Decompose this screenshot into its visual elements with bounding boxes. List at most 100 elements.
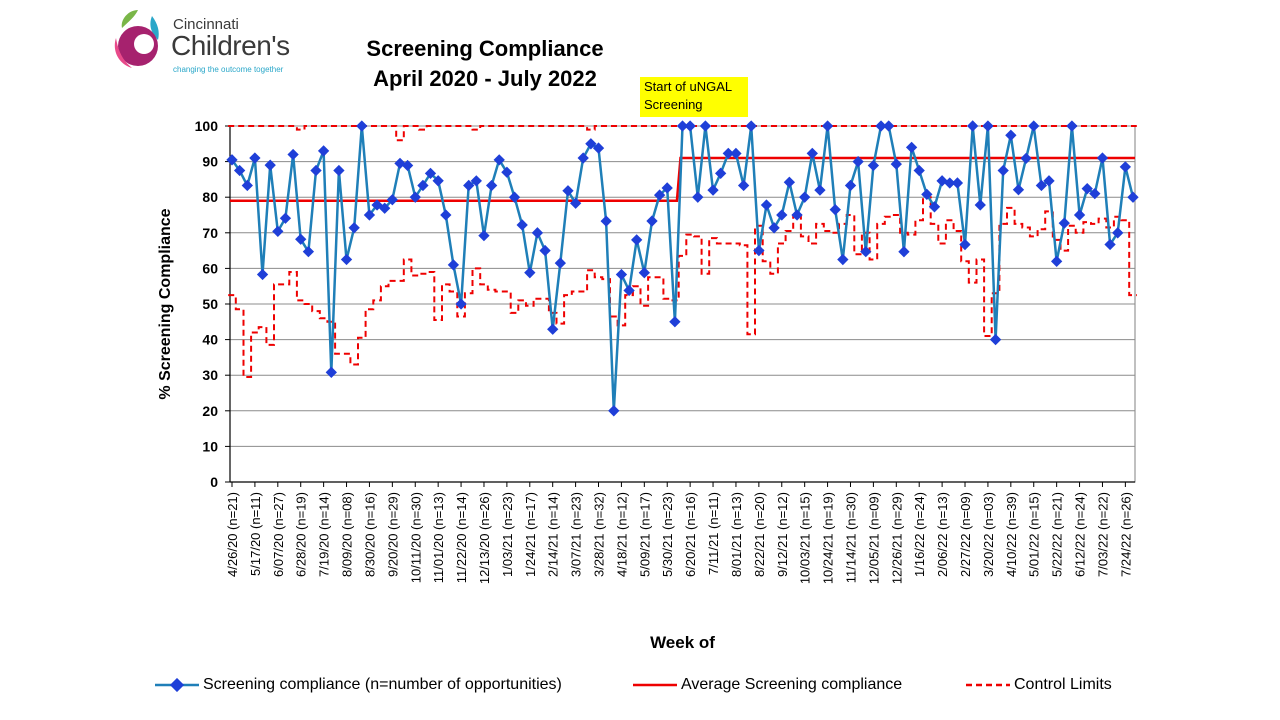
compliance-point bbox=[707, 184, 719, 196]
x-tick-label: 5/09/21 (n=17) bbox=[637, 492, 652, 577]
compliance-point bbox=[913, 164, 925, 177]
x-tick-label: 6/28/20 (n=19) bbox=[294, 492, 309, 577]
x-tick-label: 8/09/20 (n=08) bbox=[340, 492, 355, 577]
x-tick-label: 3/07/21 (n=23) bbox=[569, 492, 584, 577]
compliance-point bbox=[524, 267, 536, 279]
chart-title: Screening Compliance bbox=[366, 36, 604, 61]
legend-item-control-limits: Control Limits bbox=[966, 676, 1112, 694]
legend-average-swatch bbox=[633, 683, 677, 687]
compliance-point bbox=[455, 298, 467, 310]
x-tick-label: 10/24/21 (n=19) bbox=[821, 492, 836, 584]
x-tick-label: 10/11/20 (n=30) bbox=[408, 492, 423, 583]
y-tick-label: 30 bbox=[202, 367, 218, 383]
compliance-point bbox=[569, 197, 582, 209]
compliance-point bbox=[745, 120, 757, 132]
x-tick-label: 4/18/21 (n=12) bbox=[614, 492, 629, 577]
compliance-point bbox=[867, 159, 880, 172]
x-tick-label: 4/10/22 (n=39) bbox=[1004, 492, 1019, 577]
compliance-point bbox=[501, 166, 513, 178]
x-tick-label: 4/26/20 (n=21) bbox=[225, 492, 240, 577]
compliance-point bbox=[608, 405, 620, 417]
x-tick-label: 8/22/21 (n=20) bbox=[752, 492, 767, 577]
y-tick-label: 90 bbox=[202, 154, 218, 170]
x-axis-title: Week of bbox=[650, 633, 715, 652]
x-tick-label: 11/22/20 (n=14) bbox=[454, 492, 469, 583]
legend-limits-label: Control Limits bbox=[1014, 676, 1112, 693]
compliance-point bbox=[760, 199, 773, 211]
compliance-point bbox=[279, 212, 292, 224]
compliance-point bbox=[1012, 184, 1025, 196]
compliance-point bbox=[264, 159, 276, 171]
compliance-point bbox=[493, 154, 505, 166]
x-tick-label: 7/11/21 (n=11) bbox=[706, 492, 721, 575]
x-tick-label: 1/16/22 (n=24) bbox=[912, 492, 927, 577]
compliance-point bbox=[730, 147, 742, 160]
compliance-point bbox=[226, 154, 238, 166]
logo-tagline: changing the outcome together bbox=[173, 65, 284, 74]
chart-subtitle: April 2020 - July 2022 bbox=[373, 66, 597, 91]
compliance-point bbox=[776, 209, 788, 221]
x-tick-label: 8/01/21 (n=13) bbox=[729, 492, 744, 577]
legend-average-label: Average Screening compliance bbox=[681, 676, 903, 693]
y-tick-label: 0 bbox=[210, 474, 218, 490]
lower-control-limit bbox=[228, 196, 1137, 378]
x-tick-label: 6/20/21 (n=16) bbox=[683, 492, 698, 577]
compliance-point bbox=[447, 259, 460, 271]
y-tick-label: 20 bbox=[202, 403, 218, 419]
x-tick-label: 5/17/20 (n=11) bbox=[248, 492, 263, 576]
x-tick-label: 5/01/22 (n=15) bbox=[1027, 492, 1042, 577]
compliance-point bbox=[508, 191, 521, 203]
compliance-point bbox=[295, 233, 307, 245]
compliance-point bbox=[753, 244, 765, 257]
compliance-point bbox=[356, 120, 368, 132]
x-tick-label: 12/26/21 (n=29) bbox=[889, 492, 904, 584]
compliance-point bbox=[883, 120, 895, 132]
x-tick-label: 6/12/22 (n=24) bbox=[1073, 492, 1088, 577]
x-tick-label: 5/22/22 (n=21) bbox=[1050, 492, 1065, 577]
compliance-point bbox=[623, 284, 635, 297]
compliance-point bbox=[470, 175, 482, 187]
compliance-point bbox=[921, 188, 933, 201]
compliance-point bbox=[1127, 191, 1139, 203]
compliance-point bbox=[272, 225, 284, 238]
compliance-point bbox=[409, 191, 421, 203]
compliance-point bbox=[333, 164, 345, 177]
x-tick-label: 12/13/20 (n=26) bbox=[477, 492, 492, 584]
x-tick-label: 9/20/20 (n=29) bbox=[385, 492, 400, 577]
x-tick-label: 6/07/20 (n=27) bbox=[271, 492, 286, 577]
compliance-point bbox=[325, 366, 337, 378]
compliance-point bbox=[233, 164, 246, 177]
logo-line1: Cincinnati bbox=[173, 16, 239, 33]
compliance-point bbox=[661, 182, 673, 194]
x-tick-label: 3/28/21 (n=32) bbox=[592, 492, 607, 577]
x-tick-label: 8/30/20 (n=16) bbox=[362, 492, 377, 577]
compliance-point bbox=[638, 267, 650, 279]
x-tick-label: 9/12/21 (n=12) bbox=[775, 492, 790, 577]
compliance-point bbox=[310, 164, 322, 177]
compliance-point bbox=[417, 179, 429, 192]
legend-limits-swatch bbox=[966, 683, 1010, 687]
compliance-point bbox=[340, 253, 353, 266]
compliance-point bbox=[478, 229, 490, 242]
compliance-point bbox=[829, 204, 841, 216]
annotation-line2: Screening bbox=[644, 97, 703, 112]
compliance-point bbox=[485, 179, 498, 192]
x-tick-label: 11/14/21 (n=30) bbox=[843, 492, 858, 583]
x-tick-label: 3/20/22 (n=03) bbox=[981, 492, 996, 577]
x-tick-label: 2/27/22 (n=09) bbox=[958, 492, 973, 577]
compliance-point bbox=[287, 148, 299, 161]
compliance-point bbox=[722, 147, 734, 160]
y-tick-label: 100 bbox=[195, 118, 219, 134]
compliance-point bbox=[424, 167, 437, 180]
legend-compliance-swatch bbox=[155, 677, 199, 692]
compliance-point bbox=[554, 257, 567, 269]
y-tick-label: 50 bbox=[202, 296, 218, 312]
legend-item-average: Average Screening compliance bbox=[633, 676, 902, 694]
screening-start-annotation: Start of uNGAL Screening bbox=[640, 77, 748, 117]
y-tick-label: 80 bbox=[202, 189, 218, 205]
cincinnati-childrens-logo: Cincinnati Children's changing the outco… bbox=[108, 6, 318, 76]
compliance-point bbox=[539, 244, 551, 257]
average-line bbox=[230, 156, 1135, 203]
x-tick-label: 1/24/21 (n=17) bbox=[523, 492, 538, 577]
y-tick-label: 60 bbox=[202, 260, 218, 276]
